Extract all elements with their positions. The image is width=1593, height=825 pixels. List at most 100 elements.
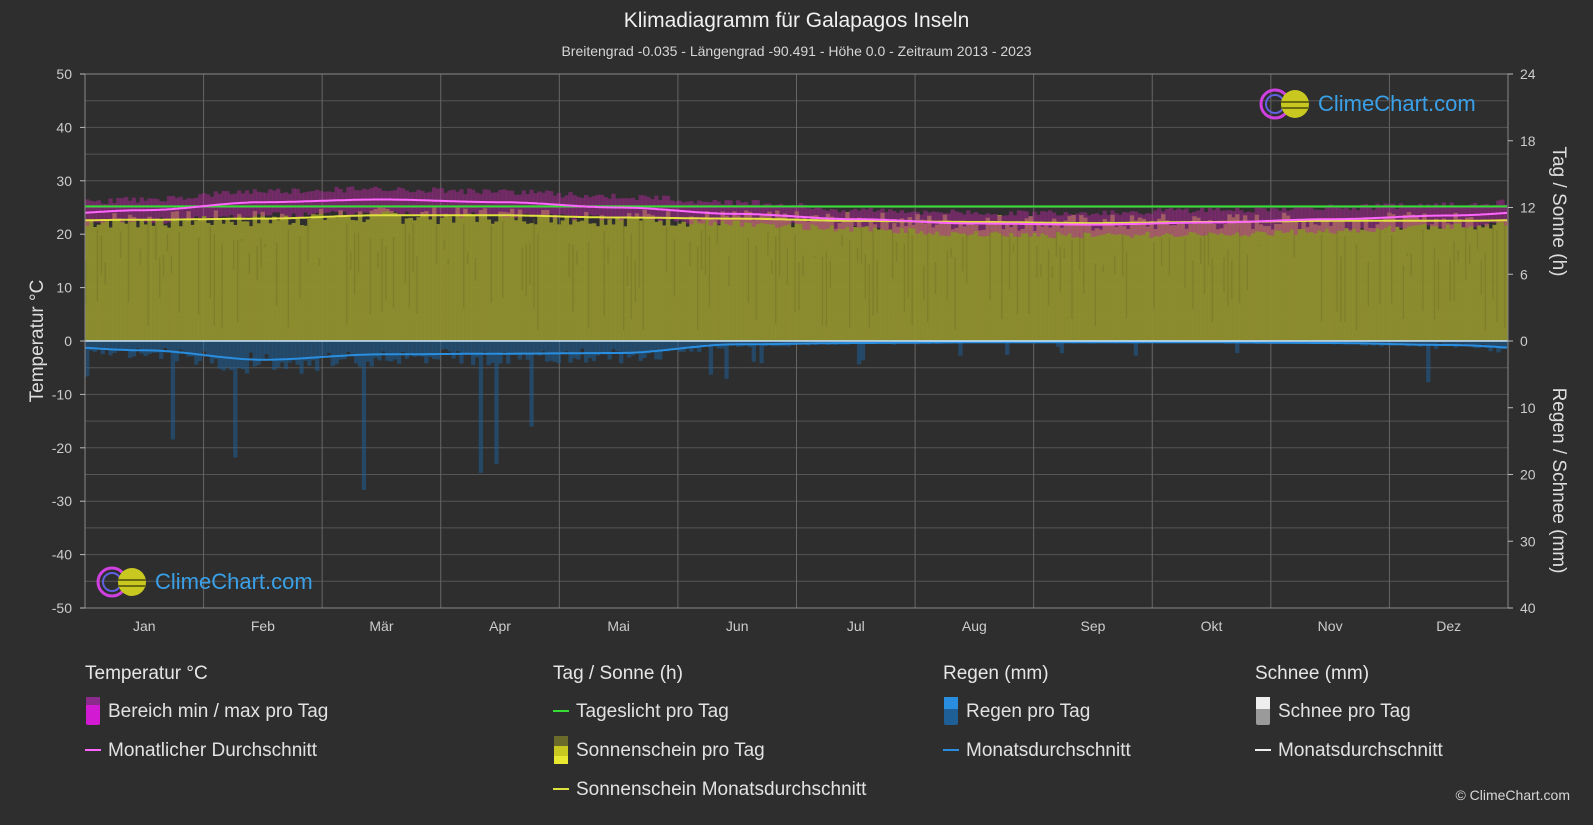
temp-range-day-bar: [1437, 207, 1443, 228]
temp-range-day-bar: [318, 191, 324, 214]
sunshine-day-bar: [509, 208, 515, 341]
sunshine-day-bar: [170, 211, 176, 341]
temp-range-day-bar: [864, 209, 870, 227]
sunshine-day-bar: [665, 211, 671, 341]
sunshine-day-bar: [474, 221, 480, 341]
temp-range-day-bar: [903, 212, 909, 233]
rain-day-bar: [724, 341, 729, 379]
temp-range-day-bar: [790, 204, 795, 223]
sunshine-day-bar: [287, 224, 293, 341]
rain-day-bar: [634, 341, 640, 353]
temp-range-day-bar: [899, 210, 905, 229]
rain-day-bar: [1504, 341, 1508, 349]
sunshine-day-bar: [1379, 222, 1384, 341]
rain-day-bar: [279, 341, 285, 363]
sunshine-texture: [634, 259, 636, 303]
temp-range-day-bar: [919, 214, 924, 232]
sunshine-day-bar: [1125, 228, 1131, 341]
rain-swatch-icon: [944, 697, 958, 725]
sunshine-texture: [502, 220, 504, 299]
sunshine-day-bar: [346, 217, 351, 341]
sunshine-day-bar: [120, 221, 125, 341]
rain-day-bar: [233, 341, 238, 458]
sunshine-texture: [623, 217, 625, 331]
sunshine-texture: [1001, 232, 1003, 319]
sunshine-day-bar: [392, 212, 398, 341]
sunshine-day-bar: [1075, 225, 1080, 341]
temp-range-day-bar: [276, 188, 281, 213]
temp-range-day-bar: [1461, 206, 1466, 228]
sunshine-day-bar: [771, 218, 776, 341]
temp-range-day-bar: [1001, 215, 1006, 236]
sunshine-texture: [529, 243, 531, 285]
sunshine-day-bar: [931, 227, 936, 341]
sunshine-day-bar: [198, 218, 203, 341]
temp-range-day-bar: [685, 201, 690, 224]
temp-range-day-bar: [572, 195, 577, 221]
x-tick-label: Aug: [962, 618, 987, 634]
sunshine-texture: [447, 258, 449, 265]
sunshine-day-bar: [1250, 229, 1256, 341]
sunshine-day-bar: [182, 220, 187, 341]
sunshine-texture: [1040, 264, 1042, 277]
rain-day-bar: [147, 341, 152, 355]
sunshine-day-bar: [650, 215, 655, 341]
sunshine-day-bar: [1238, 222, 1244, 341]
temp-range-day-bar: [1500, 199, 1505, 222]
temp-range-day-bar: [377, 188, 382, 216]
temp-range-day-bar: [108, 198, 113, 220]
sunshine-texture: [802, 255, 804, 277]
sunshine-texture: [1028, 229, 1030, 315]
sunshine-texture: [287, 229, 289, 328]
sunshine-day-bar: [139, 219, 145, 341]
rain-day-bar: [240, 341, 246, 370]
temp-range-day-bar: [1418, 203, 1423, 225]
rain-day-bar: [131, 341, 137, 357]
sunshine-texture: [237, 239, 239, 322]
sunshine-day-bar: [147, 216, 152, 341]
temp-range-day-bar: [365, 189, 370, 213]
sunshine-texture: [872, 230, 874, 316]
rain-day-bar: [700, 341, 706, 347]
temp-range-day-bar: [1071, 214, 1076, 238]
rain-day-bar: [287, 341, 293, 363]
left-tick-label: 50: [56, 66, 72, 82]
sunshine-day-bar: [1129, 215, 1135, 341]
sunshine-day-bar: [1133, 220, 1139, 341]
temp-range-day-bar: [463, 193, 468, 216]
rain-day-bar: [428, 341, 433, 358]
sunshine-texture: [856, 247, 859, 264]
rain-day-bar: [350, 341, 355, 355]
rain-day-bar: [1055, 341, 1061, 347]
temp-range-day-bar: [354, 190, 359, 213]
temp-range-day-bar: [1301, 205, 1306, 230]
sunshine-day-bar: [829, 216, 835, 341]
rain-day-bar: [478, 341, 484, 473]
sunshine-day-bar: [342, 216, 347, 341]
sunshine-day-bar: [311, 214, 316, 341]
rain-day-bar: [190, 341, 195, 357]
rain-day-bar: [474, 341, 480, 358]
sunshine-day-bar: [478, 210, 484, 341]
sunshine-day-bar: [985, 217, 991, 341]
rain-day-bar: [728, 341, 733, 346]
temp-range-day-bar: [1238, 210, 1244, 237]
sunshine-day-bar: [1219, 228, 1224, 341]
sunshine-day-bar: [962, 226, 967, 341]
sunshine-texture: [408, 233, 410, 309]
legend-item-sunshine: Sonnenschein pro Tag: [553, 728, 765, 767]
sunshine-texture: [786, 247, 788, 285]
sunshine-day-bar: [958, 222, 963, 341]
rain-day-bar: [330, 341, 335, 367]
sunshine-day-bar: [412, 220, 417, 341]
rain-day-bar: [521, 341, 526, 354]
temp-range-day-bar: [942, 213, 947, 236]
rain-day-bar: [1449, 341, 1454, 345]
temp-range-day-bar: [1164, 209, 1170, 234]
sunshine-day-bar: [763, 213, 768, 341]
sunshine-texture: [1504, 220, 1506, 329]
temp-range-day-bar: [607, 198, 612, 220]
sunshine-day-bar: [595, 226, 601, 341]
rain-day-bar: [1441, 341, 1447, 346]
temp-range-day-bar: [424, 192, 429, 215]
